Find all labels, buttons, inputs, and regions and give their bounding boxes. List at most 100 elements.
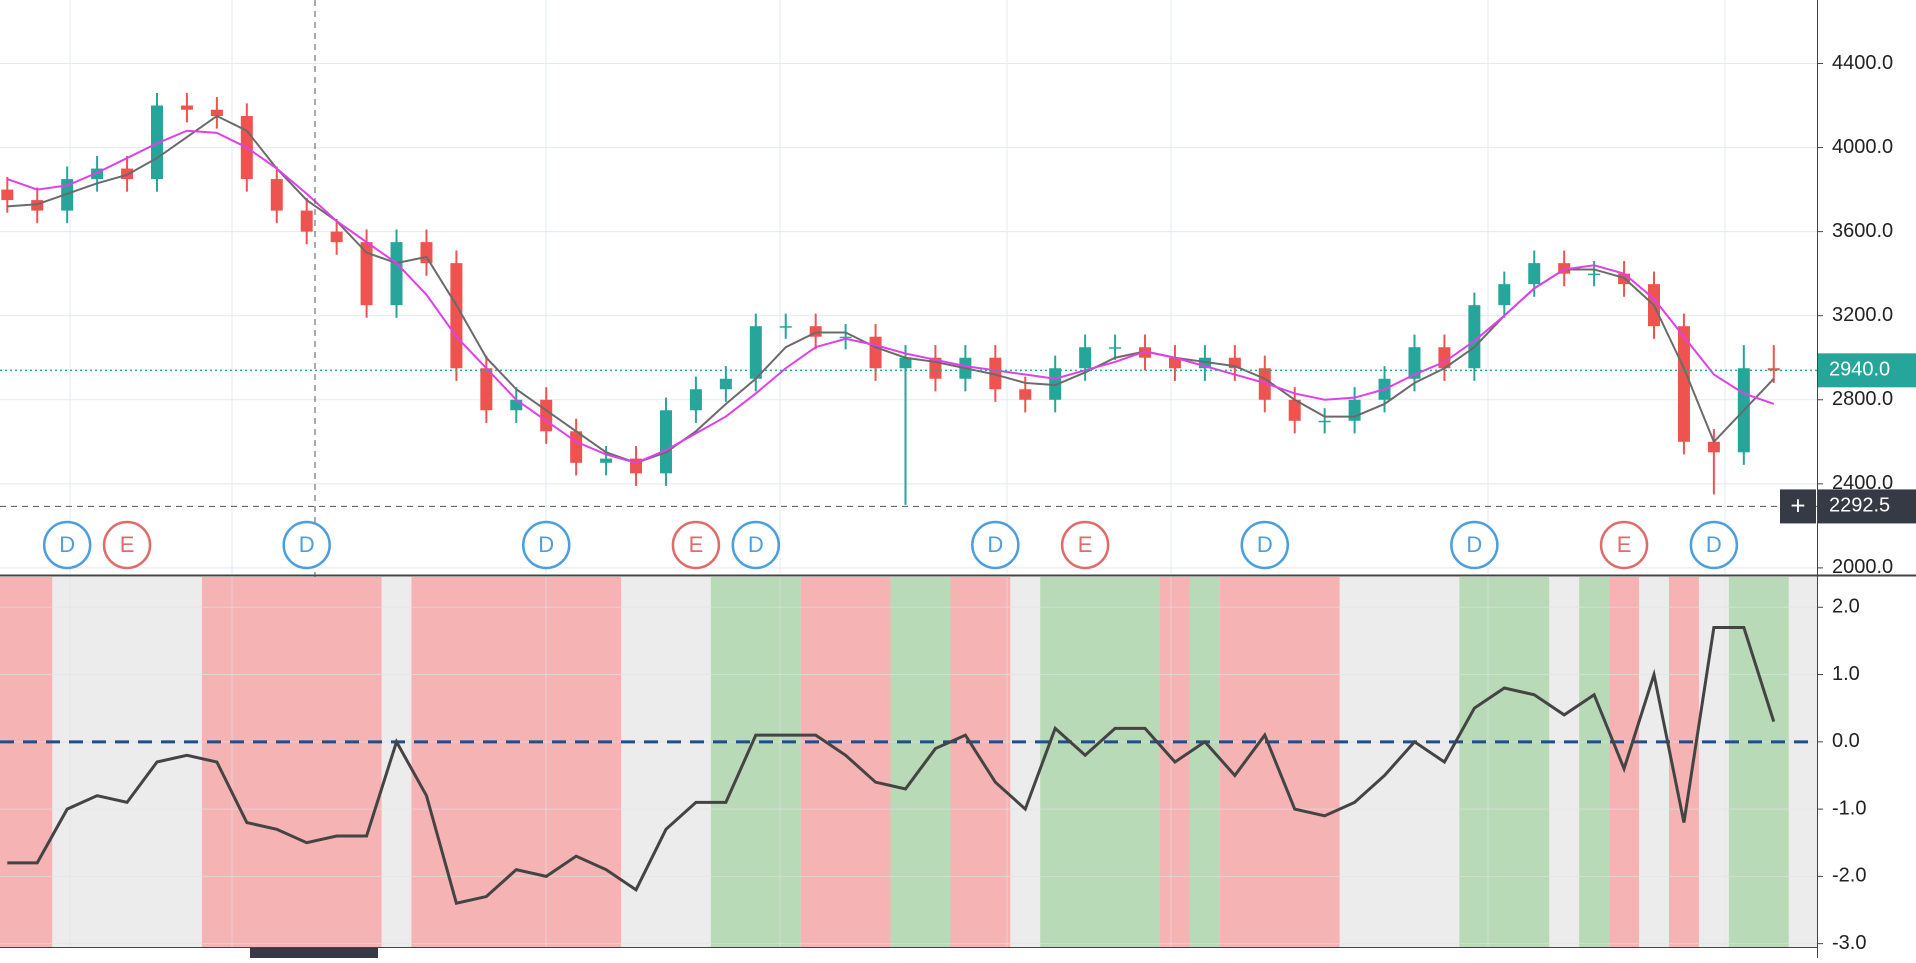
main-pane <box>0 0 1817 574</box>
event-label: D <box>1257 532 1273 557</box>
event-marker <box>1060 520 1110 570</box>
candle-body <box>1677 326 1690 442</box>
candle-body <box>510 399 523 411</box>
candle-body <box>600 458 613 463</box>
event-marker <box>971 520 1020 570</box>
candle-body <box>570 431 583 463</box>
last-price-box <box>1818 353 1916 388</box>
moving-average <box>6 129 1775 464</box>
regime-zone <box>1609 577 1640 947</box>
event-marker <box>731 520 781 570</box>
candle-body <box>1468 305 1481 369</box>
event-marker <box>102 520 152 570</box>
candle-body <box>899 357 912 369</box>
event-label: D <box>1466 532 1482 557</box>
candle-body <box>360 242 373 306</box>
y-tick-label: 0.0 <box>1832 730 1860 752</box>
candle-body <box>1228 357 1241 369</box>
regime-zone <box>0 577 53 947</box>
event-label: E <box>120 532 135 557</box>
candle-body <box>450 263 463 369</box>
candle-body <box>1348 399 1361 421</box>
candle-body <box>480 368 493 411</box>
regime-zone <box>1189 577 1220 947</box>
y-tick-label: -3.0 <box>1832 932 1866 954</box>
regime-zone <box>201 577 382 947</box>
candle-body <box>270 179 283 211</box>
regime-zone <box>950 577 1011 947</box>
candle-body <box>1767 368 1780 371</box>
candle-body <box>1288 399 1301 421</box>
candle-body <box>300 210 313 232</box>
regime-zone <box>1219 577 1340 947</box>
event-label: D <box>1706 532 1722 557</box>
candle-body <box>659 410 672 474</box>
candle-body <box>1198 357 1211 369</box>
event-marker <box>1450 520 1499 570</box>
candle-body <box>1528 263 1541 285</box>
candle-body <box>1588 273 1601 276</box>
regime-zone <box>800 577 891 947</box>
candle-body <box>540 399 553 432</box>
candle-body <box>839 336 852 339</box>
candle-body <box>1707 441 1720 453</box>
y-tick-label: 2800.0 <box>1832 388 1893 410</box>
candle-body <box>869 336 882 369</box>
candle-body <box>1 189 14 201</box>
event-label: D <box>59 532 75 557</box>
y-tick-label: -2.0 <box>1832 865 1866 887</box>
candle-body <box>1168 357 1181 369</box>
y-tick-label: 2400.0 <box>1832 472 1893 494</box>
regime-zone <box>1040 577 1160 947</box>
crosshair-plus-sign: + <box>1790 490 1805 520</box>
candle-body <box>989 357 1002 390</box>
candle-body <box>779 326 792 328</box>
event-label: E <box>1617 532 1632 557</box>
regime-zone <box>890 577 951 947</box>
crosshair-label: 2292.5 <box>1829 495 1890 517</box>
event-marker <box>1599 520 1649 570</box>
crosshair-box <box>1818 489 1916 524</box>
y-tick-label: 4000.0 <box>1832 136 1893 158</box>
y-tick-label: 2.0 <box>1832 596 1860 618</box>
candle-body <box>1318 420 1331 423</box>
regime-zone <box>1579 577 1610 947</box>
event-marker <box>42 520 92 570</box>
candle-body <box>1498 284 1511 306</box>
candle-body <box>1079 347 1092 369</box>
y-tick-label: 3600.0 <box>1832 220 1893 242</box>
candle-body <box>749 326 762 379</box>
event-marker <box>282 520 331 570</box>
candle-body <box>719 378 732 390</box>
y-tick-label: 3200.0 <box>1832 304 1893 326</box>
regime-zone <box>411 577 622 947</box>
event-label: D <box>538 532 554 557</box>
event-marker <box>1689 520 1739 570</box>
event-marker <box>1240 520 1290 570</box>
candle-body <box>809 326 822 337</box>
event-marker <box>671 520 721 570</box>
event-label: E <box>1078 532 1093 557</box>
candle-body <box>390 242 403 306</box>
candle-body <box>330 231 343 243</box>
event-label: D <box>748 532 764 557</box>
crosshair-plus <box>1780 489 1816 524</box>
moving-average <box>7 114 1775 464</box>
y-tick-label: 2000.0 <box>1832 556 1893 578</box>
candle-body <box>1019 389 1032 400</box>
event-marker <box>521 520 571 570</box>
event-label: D <box>299 532 315 557</box>
oscillator-line <box>7 625 1776 906</box>
candle-body <box>31 200 44 211</box>
last-price-label: 2940.0 <box>1829 359 1890 381</box>
candle-body <box>1558 263 1571 274</box>
candle-body <box>1109 347 1122 349</box>
time-cursor-label <box>250 948 378 958</box>
regime-zone <box>710 577 801 947</box>
candle-body <box>420 242 433 264</box>
event-label: D <box>987 532 1003 557</box>
event-label: E <box>689 532 704 557</box>
candle-body <box>210 109 223 117</box>
y-tick-label: 1.0 <box>1832 663 1860 685</box>
